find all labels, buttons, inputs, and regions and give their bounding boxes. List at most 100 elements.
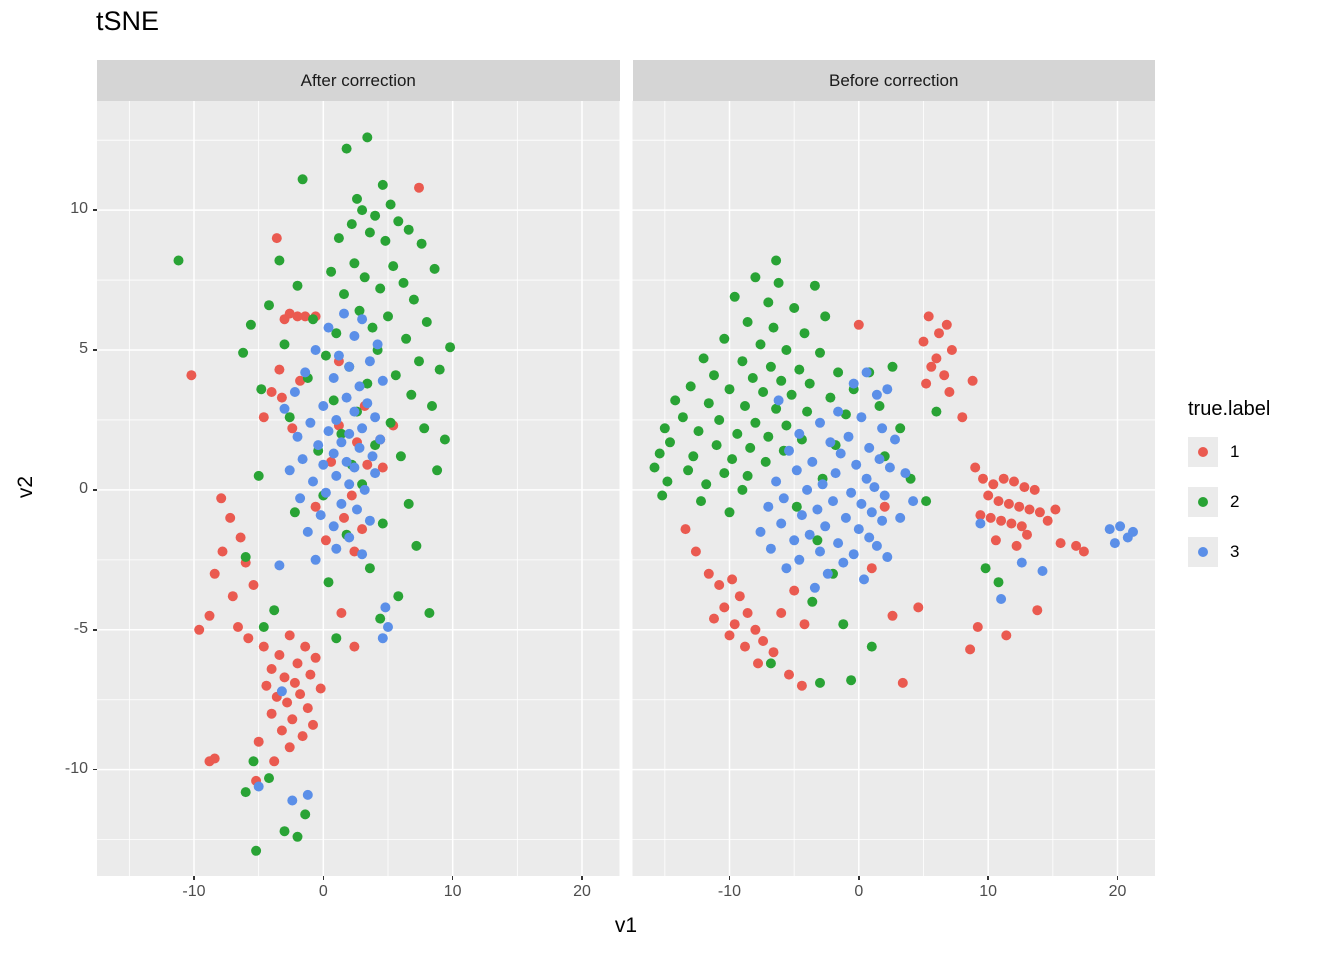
x-tick-label: -10 — [182, 883, 206, 900]
data-point — [1104, 524, 1115, 535]
data-point — [375, 613, 386, 624]
data-point — [815, 546, 825, 557]
data-point — [1128, 526, 1138, 537]
data-point — [424, 608, 435, 618]
data-point — [352, 504, 362, 515]
legend-title: true.label — [1188, 398, 1271, 420]
data-point — [308, 314, 318, 325]
data-point — [344, 532, 355, 543]
data-point — [336, 437, 347, 448]
data-point — [670, 395, 681, 406]
data-point — [344, 361, 355, 372]
data-point — [975, 518, 986, 529]
data-point — [701, 479, 712, 490]
data-point — [835, 448, 846, 459]
data-point — [983, 490, 994, 501]
data-point — [690, 546, 701, 557]
data-point — [264, 300, 274, 311]
data-point — [297, 174, 308, 185]
data-point — [861, 367, 872, 378]
data-point — [292, 831, 303, 842]
data-point — [209, 568, 220, 579]
data-point — [941, 319, 952, 330]
data-point — [352, 193, 362, 204]
data-point — [354, 381, 365, 392]
data-point — [833, 406, 844, 417]
data-point — [665, 437, 675, 448]
data-point — [233, 622, 243, 632]
data-point — [773, 395, 784, 406]
data-point — [287, 423, 298, 434]
data-point — [729, 619, 740, 630]
data-point — [794, 554, 805, 565]
data-point — [791, 465, 802, 476]
data-point — [877, 423, 888, 434]
data-point — [292, 431, 303, 442]
data-point — [864, 532, 875, 543]
data-point — [357, 314, 368, 325]
data-point — [758, 636, 769, 646]
data-point — [403, 224, 414, 235]
data-point — [714, 580, 725, 590]
data-point — [318, 401, 329, 411]
data-point — [204, 610, 215, 621]
data-point — [796, 510, 807, 521]
data-point — [926, 361, 937, 372]
data-point — [370, 412, 381, 423]
data-point — [802, 484, 813, 495]
data-point — [310, 554, 321, 565]
data-point — [315, 510, 326, 521]
data-point — [377, 518, 388, 529]
data-point — [445, 342, 456, 353]
x-tick-label: -10 — [717, 883, 742, 900]
data-point — [336, 498, 347, 509]
data-point — [851, 459, 862, 470]
data-point — [194, 624, 205, 635]
data-point — [339, 289, 349, 300]
data-point — [654, 448, 665, 459]
data-point — [820, 311, 831, 322]
data-point — [279, 403, 290, 414]
data-point — [812, 504, 823, 515]
data-point — [724, 630, 735, 641]
data-point — [292, 658, 303, 669]
x-tick-mark — [322, 876, 325, 880]
data-point — [809, 280, 820, 291]
data-point — [227, 591, 238, 602]
data-point — [302, 526, 313, 537]
data-point — [245, 319, 256, 330]
data-point — [385, 199, 396, 210]
data-point — [890, 434, 900, 445]
data-point — [349, 546, 360, 557]
data-point — [266, 387, 277, 397]
data-point — [771, 476, 782, 487]
data-point — [302, 789, 313, 800]
data-point — [1003, 498, 1014, 509]
data-point — [1050, 504, 1061, 515]
data-point — [799, 619, 810, 630]
data-point — [349, 641, 360, 652]
data-point — [784, 669, 794, 680]
data-point — [980, 563, 991, 574]
data-point — [693, 426, 704, 437]
data-point — [771, 255, 782, 266]
data-point — [323, 426, 334, 437]
legend: true.label 1 2 3 — [1188, 398, 1270, 587]
data-point — [398, 277, 409, 288]
data-point — [292, 311, 303, 322]
y-tick-label: 5 — [79, 340, 88, 357]
y-tick-label: 0 — [79, 479, 88, 497]
data-point — [362, 378, 373, 389]
data-point — [840, 409, 851, 420]
y-tick-label: -10 — [64, 759, 88, 777]
data-point — [877, 515, 888, 526]
data-point — [861, 473, 872, 484]
data-point — [1024, 504, 1035, 515]
facet-strip-after: After correction — [97, 60, 620, 101]
data-point — [1016, 521, 1027, 532]
data-point — [789, 535, 800, 546]
data-point — [320, 350, 331, 361]
data-point — [323, 577, 334, 588]
data-point — [768, 647, 779, 658]
